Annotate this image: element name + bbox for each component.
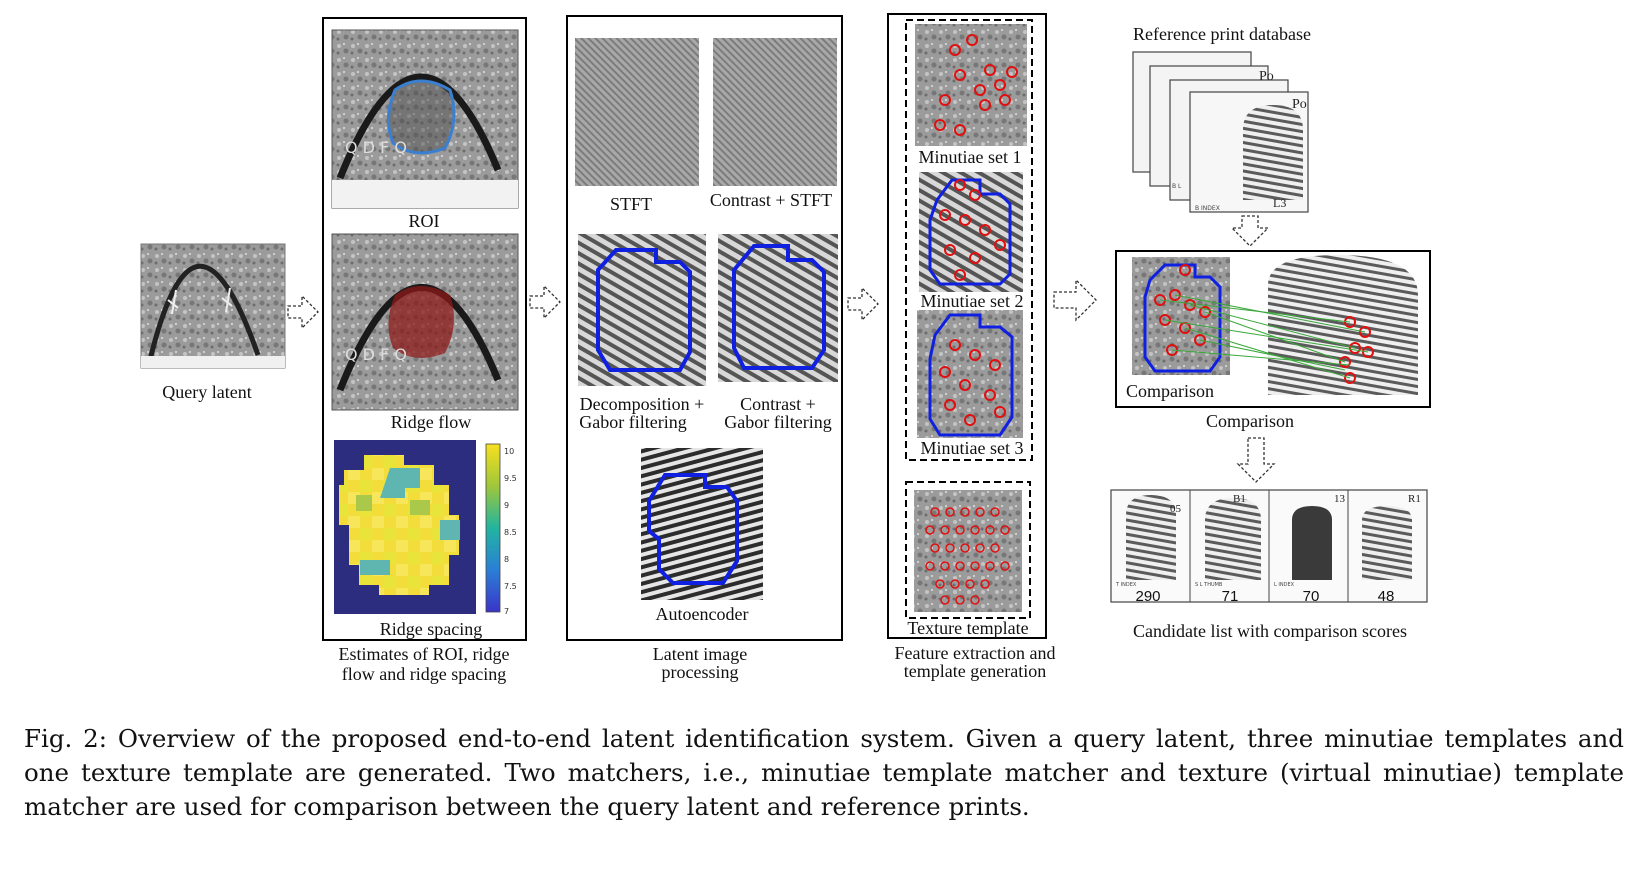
candidate-card-mark: 05 bbox=[1170, 503, 1182, 515]
arrow-to-stage3 bbox=[847, 286, 879, 322]
stage2-panel bbox=[566, 15, 843, 641]
candidate-index-mark: T INDEX bbox=[1115, 582, 1137, 588]
candidate-card-mark: B1 bbox=[1233, 493, 1246, 505]
autoencoder-image bbox=[641, 448, 763, 600]
reference-print-cards: Po Po L3 B L B INDEX bbox=[1132, 51, 1309, 213]
candidate-score: 48 bbox=[1378, 588, 1395, 605]
contrast-stft-image bbox=[713, 38, 837, 186]
ridge-flow-label: Ridge flow bbox=[391, 412, 472, 432]
query-latent-label: Query latent bbox=[162, 382, 251, 402]
colorbar-tick: 8 bbox=[504, 555, 509, 564]
arrow-down-to-comparison bbox=[1230, 215, 1270, 247]
query-latent-image bbox=[140, 243, 286, 369]
ridge-spacing-label: Ridge spacing bbox=[380, 619, 482, 639]
texture-template-image bbox=[914, 490, 1022, 612]
arrow-to-comparison bbox=[1053, 278, 1097, 322]
stage3-caption-line1: Feature extraction and bbox=[895, 643, 1056, 663]
candidate-score: 70 bbox=[1303, 588, 1320, 605]
stage3-caption-line2: template generation bbox=[904, 661, 1046, 681]
autoencoder-label: Autoencoder bbox=[656, 604, 749, 624]
candidate-score: 71 bbox=[1222, 588, 1239, 605]
comparison-latent-image bbox=[1132, 257, 1230, 375]
pipeline-figure: Query latent Q D F Q ROI Q D F Q Ridge f… bbox=[140, 13, 1431, 684]
roi-image: Q D F Q bbox=[331, 29, 519, 209]
match-lines bbox=[1159, 294, 1369, 379]
comparison-inner-label: Comparison bbox=[1126, 381, 1214, 401]
minutiae-set-2-label: Minutiae set 2 bbox=[921, 291, 1024, 311]
reference-card-mark: Po bbox=[1292, 97, 1307, 112]
arrow-to-stage2 bbox=[529, 284, 561, 320]
colorbar-tick: 8.5 bbox=[504, 528, 517, 537]
reference-card-mark: B INDEX bbox=[1195, 205, 1220, 212]
colorbar: 10 9.5 9 8.5 8 7.5 7 bbox=[485, 443, 517, 616]
stage1-caption-line1: Estimates of ROI, ridge bbox=[339, 644, 510, 664]
figure-caption: Fig. 2: Overview of the proposed end-to-… bbox=[24, 724, 1624, 821]
minutiae-set-2-image bbox=[919, 172, 1023, 292]
candidate-card-mark: 13 bbox=[1334, 493, 1346, 505]
arrow-to-stage1 bbox=[287, 294, 319, 330]
stage1-caption-line2: flow and ridge spacing bbox=[342, 664, 506, 684]
contrast-gabor-label-line2: Gabor filtering bbox=[724, 412, 831, 432]
stage1-panel bbox=[322, 17, 527, 641]
texture-group-box bbox=[905, 481, 1031, 619]
stage2-caption-line1: Latent image bbox=[653, 644, 747, 664]
stage3-panel bbox=[887, 13, 1047, 639]
stft-image bbox=[575, 38, 699, 186]
candidate-index-mark: L INDEX bbox=[1274, 582, 1295, 588]
minutiae-set-3-image bbox=[917, 310, 1023, 438]
minutiae-group-box bbox=[905, 19, 1033, 461]
candidate-score: 290 bbox=[1135, 588, 1160, 605]
minutiae-set-3-label: Minutiae set 3 bbox=[921, 438, 1024, 458]
colorbar-tick: 9 bbox=[504, 501, 509, 510]
roi-label: ROI bbox=[409, 211, 440, 231]
decomposition-gabor-image bbox=[578, 234, 706, 386]
decomposition-label-line2: Gabor filtering bbox=[579, 412, 686, 432]
svg-text:Q D F Q: Q D F Q bbox=[345, 345, 407, 364]
reference-card-mark: B L bbox=[1172, 183, 1182, 190]
reference-card-mark: L3 bbox=[1273, 196, 1286, 210]
texture-template-label: Texture template bbox=[907, 618, 1028, 638]
contrast-stft-label: Contrast + STFT bbox=[710, 190, 832, 210]
minutiae-set-1-image bbox=[915, 24, 1027, 146]
stft-label: STFT bbox=[610, 194, 652, 214]
contrast-gabor-label-line1: Contrast + bbox=[740, 394, 816, 414]
colorbar-tick: 9.5 bbox=[504, 474, 517, 483]
reference-db-label: Reference print database bbox=[1133, 24, 1311, 44]
colorbar-tick: 7.5 bbox=[504, 582, 517, 591]
candidate-card-mark: R1 bbox=[1408, 493, 1421, 505]
comparison-reference-image bbox=[1268, 255, 1418, 395]
minutiae-set-1-label: Minutiae set 1 bbox=[919, 147, 1022, 167]
ridge-spacing-heatmap bbox=[334, 440, 476, 614]
decomposition-label-line1: Decomposition + bbox=[580, 394, 705, 414]
candidate-list-label: Candidate list with comparison scores bbox=[1133, 621, 1407, 641]
candidate-index-mark: S L THUMB bbox=[1195, 582, 1223, 588]
comparison-label: Comparison bbox=[1206, 411, 1294, 431]
ridge-flow-image: Q D F Q bbox=[331, 233, 519, 411]
colorbar-tick: 10 bbox=[504, 447, 514, 456]
svg-text:Q D F Q: Q D F Q bbox=[345, 138, 407, 157]
reference-card-mark: Po bbox=[1259, 69, 1274, 84]
contrast-gabor-image bbox=[718, 234, 838, 382]
candidate-list-images: 05 B1 13 R1 T INDEX S L THUMB L INDEX bbox=[1110, 489, 1428, 603]
colorbar-tick: 7 bbox=[504, 607, 509, 616]
arrow-down-to-candidates bbox=[1236, 437, 1276, 483]
stage2-caption-line2: processing bbox=[662, 662, 739, 682]
